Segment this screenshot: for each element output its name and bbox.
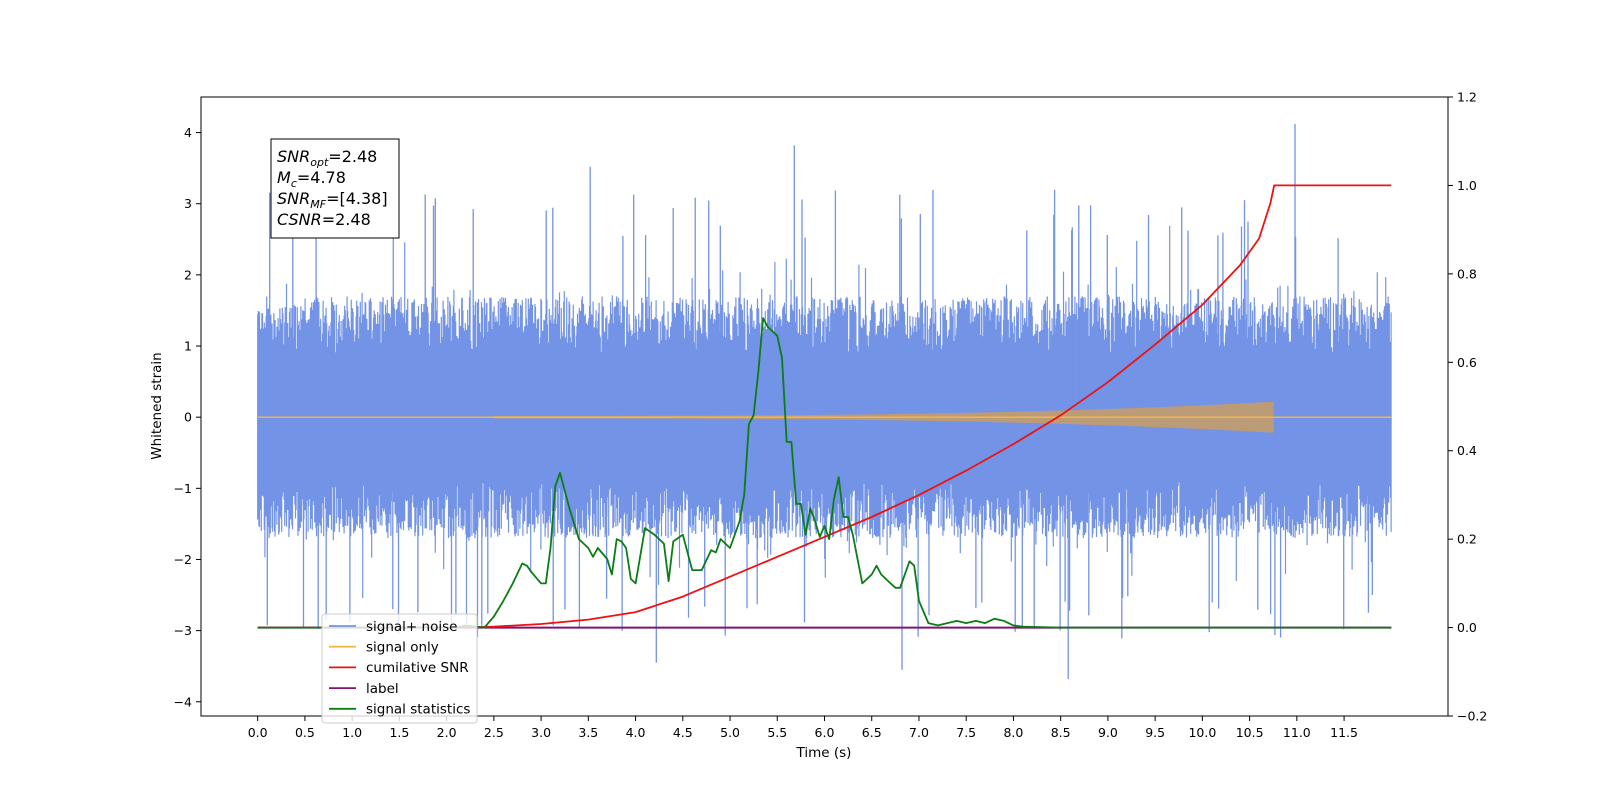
info-subscript: MF — [310, 198, 326, 211]
x-tick-label: 9.0 — [1098, 725, 1118, 740]
series-signal-statistics — [257, 317, 1392, 629]
x-tick-label: 11.5 — [1330, 725, 1358, 740]
x-tick-label: 0.5 — [295, 725, 315, 740]
x-tick-label: 3.0 — [531, 725, 551, 740]
legend-frame — [321, 613, 478, 724]
x-axis: 0.0 0.5 1.0 1.5 2.0 2.5 3.0 3.5 4.0 4.5 5.0 5.5 6.0 6… — [248, 716, 1358, 740]
info-subscript: c — [291, 177, 297, 190]
y-left-tick-label: 1 — [184, 339, 192, 354]
info-box-line: CSNR=2.48 — [277, 210, 371, 229]
series-cumulative-snr — [257, 184, 1392, 629]
info-value: =4.78 — [297, 168, 346, 187]
y-left-tick-label: 3 — [184, 196, 192, 211]
info-box-frame — [270, 138, 400, 239]
y-right-tick-label: 1.2 — [1457, 90, 1477, 105]
x-tick-label: 10.0 — [1188, 725, 1216, 740]
legend-label: signal+ noise — [366, 619, 457, 635]
y-axis-right: 1.2 1.0 0.8 0.6 0.4 0.2 0.0 −0.2 — [1448, 90, 1487, 724]
x-tick-label: 6.5 — [862, 725, 882, 740]
x-tick-label: 4.5 — [673, 725, 693, 740]
plot-area — [257, 124, 1392, 679]
x-tick-label: 8.0 — [1003, 725, 1023, 740]
x-axis-title: Time (s) — [796, 745, 852, 761]
legend-label: cumilative SNR — [366, 660, 469, 676]
x-tick-label: 11.0 — [1283, 725, 1311, 740]
y-left-tick-label: −3 — [174, 623, 192, 638]
info-box-line: SNRopt=2.48 — [277, 147, 377, 169]
x-tick-label: 3.5 — [578, 725, 598, 740]
series-signal-noise-spikes — [266, 124, 1373, 679]
info-symbol: CSNR — [277, 210, 322, 229]
legend-label: signal only — [366, 640, 439, 656]
info-symbol: M — [277, 168, 291, 187]
info-symbol: SNR — [277, 147, 310, 166]
legend-label: label — [366, 681, 399, 697]
y-right-tick-label: 0.6 — [1457, 355, 1477, 370]
y-right-tick-label: 0.2 — [1457, 532, 1477, 547]
x-tick-label: 2.0 — [437, 725, 457, 740]
y-right-tick-label: 0.0 — [1457, 620, 1477, 635]
y-axis-left: 4 3 2 1 0 −1 −2 −3 −4 — [174, 125, 201, 709]
x-tick-label: 7.0 — [909, 725, 929, 740]
info-value: =[4.38] — [326, 189, 388, 208]
legend: signal+ noise signal only cumilative SNR la… — [321, 613, 478, 724]
x-tick-label: 8.5 — [1051, 725, 1071, 740]
y-left-tick-label: 4 — [184, 125, 192, 140]
x-tick-label: 5.0 — [720, 725, 740, 740]
y-left-tick-label: 0 — [184, 410, 192, 425]
y-right-tick-label: 1.0 — [1457, 178, 1477, 193]
info-box-line: Mc=4.78 — [277, 168, 346, 190]
y-right-tick-label: −0.2 — [1457, 709, 1487, 724]
x-tick-label: 2.5 — [484, 725, 504, 740]
y-axis-title: Whitened strain — [149, 352, 165, 459]
y-right-tick-label: 0.8 — [1457, 266, 1477, 281]
x-tick-label: 10.5 — [1236, 725, 1264, 740]
x-tick-label: 5.5 — [767, 725, 787, 740]
x-tick-label: 1.5 — [389, 725, 409, 740]
y-left-tick-label: −2 — [174, 552, 192, 567]
info-subscript: opt — [310, 156, 329, 169]
x-tick-label: 9.5 — [1145, 725, 1165, 740]
x-tick-label: 6.0 — [815, 725, 835, 740]
y-left-tick-label: 2 — [184, 267, 192, 282]
y-right-tick-label: 0.4 — [1457, 443, 1477, 458]
info-box-line: SNRMF=[4.38] — [277, 189, 388, 211]
y-left-tick-label: −4 — [174, 694, 192, 709]
info-symbol: SNR — [277, 189, 310, 208]
x-tick-label: 0.0 — [248, 725, 268, 740]
x-tick-label: 7.5 — [956, 725, 976, 740]
info-value: =2.48 — [328, 147, 377, 166]
x-tick-label: 4.0 — [626, 725, 646, 740]
x-tick-label: 1.0 — [342, 725, 362, 740]
legend-label: signal statistics — [366, 702, 470, 718]
y-left-tick-label: −1 — [174, 481, 192, 496]
info-value: =2.48 — [322, 210, 371, 229]
